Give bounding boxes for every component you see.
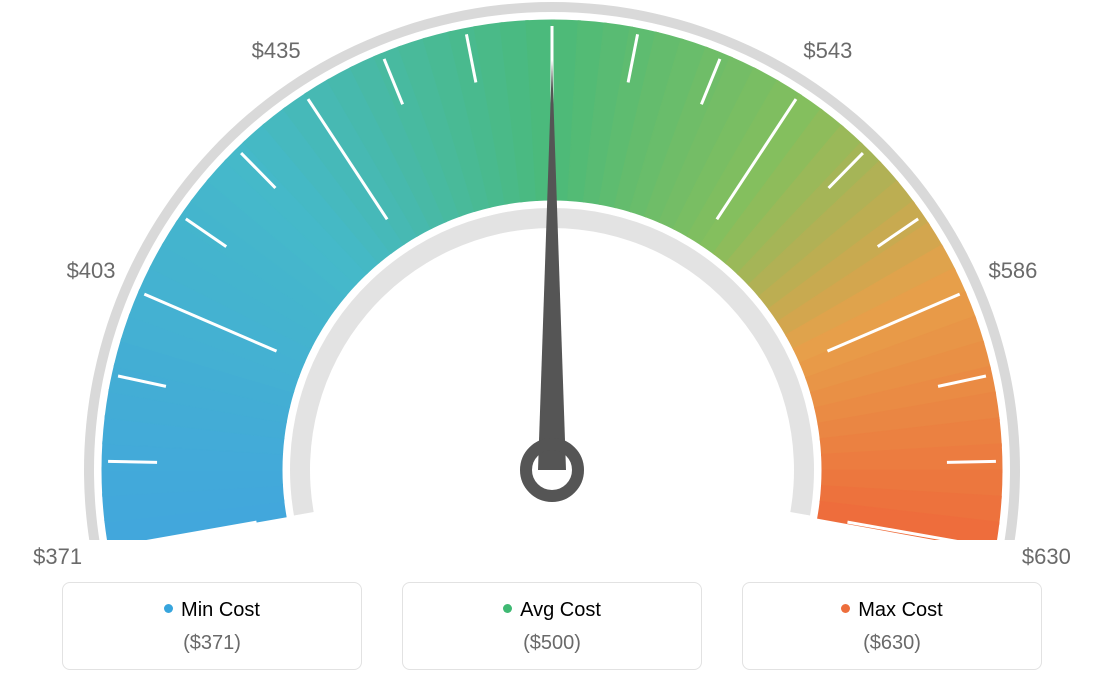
gauge-svg: [0, 0, 1104, 540]
dot-icon: [164, 604, 173, 613]
legend-card-max: Max Cost ($630): [742, 582, 1042, 670]
legend-row: Min Cost ($371) Avg Cost ($500) Max Cost…: [0, 582, 1104, 670]
legend-label: Max Cost: [858, 599, 942, 621]
gauge-tick-label: $435: [252, 38, 301, 64]
legend-title-avg: Avg Cost: [413, 599, 691, 622]
dot-icon: [841, 604, 850, 613]
gauge-tick-label: $403: [67, 258, 116, 284]
legend-value-max: ($630): [753, 632, 1031, 655]
legend-value-min: ($371): [73, 632, 351, 655]
gauge-tick-label: $371: [33, 544, 82, 570]
legend-card-min: Min Cost ($371): [62, 582, 362, 670]
legend-title-min: Min Cost: [73, 599, 351, 622]
gauge-tick-label: $543: [803, 38, 852, 64]
gauge-tick-label: $586: [988, 258, 1037, 284]
legend-label: Min Cost: [181, 599, 260, 621]
legend-card-avg: Avg Cost ($500): [402, 582, 702, 670]
gauge-tick-label: $630: [1022, 544, 1071, 570]
legend-label: Avg Cost: [520, 599, 601, 621]
gauge-chart: $371$403$435$500$543$586$630: [0, 0, 1104, 540]
legend-value-avg: ($500): [413, 632, 691, 655]
legend-title-max: Max Cost: [753, 599, 1031, 622]
dot-icon: [503, 604, 512, 613]
